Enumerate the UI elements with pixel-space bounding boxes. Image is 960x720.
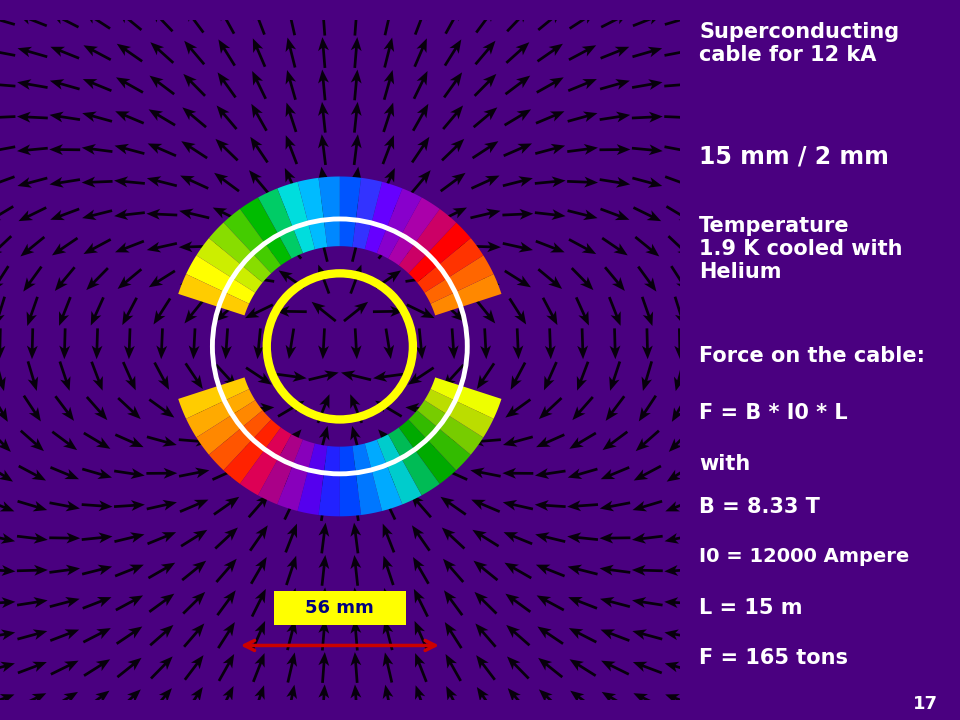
Polygon shape <box>258 434 303 505</box>
Polygon shape <box>424 256 493 304</box>
Polygon shape <box>365 182 402 253</box>
Polygon shape <box>388 197 440 265</box>
Polygon shape <box>298 178 327 249</box>
Polygon shape <box>340 446 361 516</box>
Polygon shape <box>209 410 272 470</box>
Text: 15 mm / 2 mm: 15 mm / 2 mm <box>699 144 889 168</box>
Polygon shape <box>277 182 315 253</box>
Polygon shape <box>376 434 421 505</box>
Polygon shape <box>417 400 483 455</box>
Polygon shape <box>224 420 281 484</box>
Polygon shape <box>408 410 470 470</box>
Polygon shape <box>417 238 483 293</box>
Polygon shape <box>197 400 263 455</box>
Text: Temperature
1.9 K cooled with
Helium: Temperature 1.9 K cooled with Helium <box>699 216 902 282</box>
Polygon shape <box>240 197 292 265</box>
Polygon shape <box>179 274 250 315</box>
Polygon shape <box>224 209 281 274</box>
Polygon shape <box>430 274 501 315</box>
Polygon shape <box>179 377 250 419</box>
FancyBboxPatch shape <box>274 591 406 625</box>
Polygon shape <box>209 222 272 282</box>
Polygon shape <box>298 444 327 515</box>
Text: Superconducting
cable for 12 kA: Superconducting cable for 12 kA <box>699 22 900 65</box>
Polygon shape <box>398 209 456 274</box>
Text: Force on the cable:: Force on the cable: <box>699 346 925 366</box>
Polygon shape <box>186 256 255 304</box>
Polygon shape <box>319 176 340 247</box>
Polygon shape <box>398 420 456 484</box>
Polygon shape <box>319 446 340 516</box>
Polygon shape <box>240 428 292 495</box>
Polygon shape <box>258 189 303 258</box>
Polygon shape <box>408 222 470 282</box>
Polygon shape <box>388 428 440 495</box>
Polygon shape <box>430 377 501 419</box>
Polygon shape <box>352 178 382 249</box>
Text: F = B * I0 * L: F = B * I0 * L <box>699 403 848 423</box>
Polygon shape <box>340 176 361 247</box>
Polygon shape <box>186 389 255 438</box>
Text: B = 8.33 T: B = 8.33 T <box>699 497 820 517</box>
Polygon shape <box>277 440 315 511</box>
Text: with: with <box>699 454 751 474</box>
Polygon shape <box>424 389 493 438</box>
Text: 17: 17 <box>913 695 938 713</box>
Polygon shape <box>352 444 382 515</box>
Text: 56 mm: 56 mm <box>305 599 374 617</box>
Text: L = 15 m: L = 15 m <box>699 598 803 618</box>
Text: F = 165 tons: F = 165 tons <box>699 648 849 668</box>
Polygon shape <box>365 440 402 511</box>
Polygon shape <box>197 238 263 293</box>
Polygon shape <box>376 189 421 258</box>
Text: I0 = 12000 Ampere: I0 = 12000 Ampere <box>699 547 909 566</box>
